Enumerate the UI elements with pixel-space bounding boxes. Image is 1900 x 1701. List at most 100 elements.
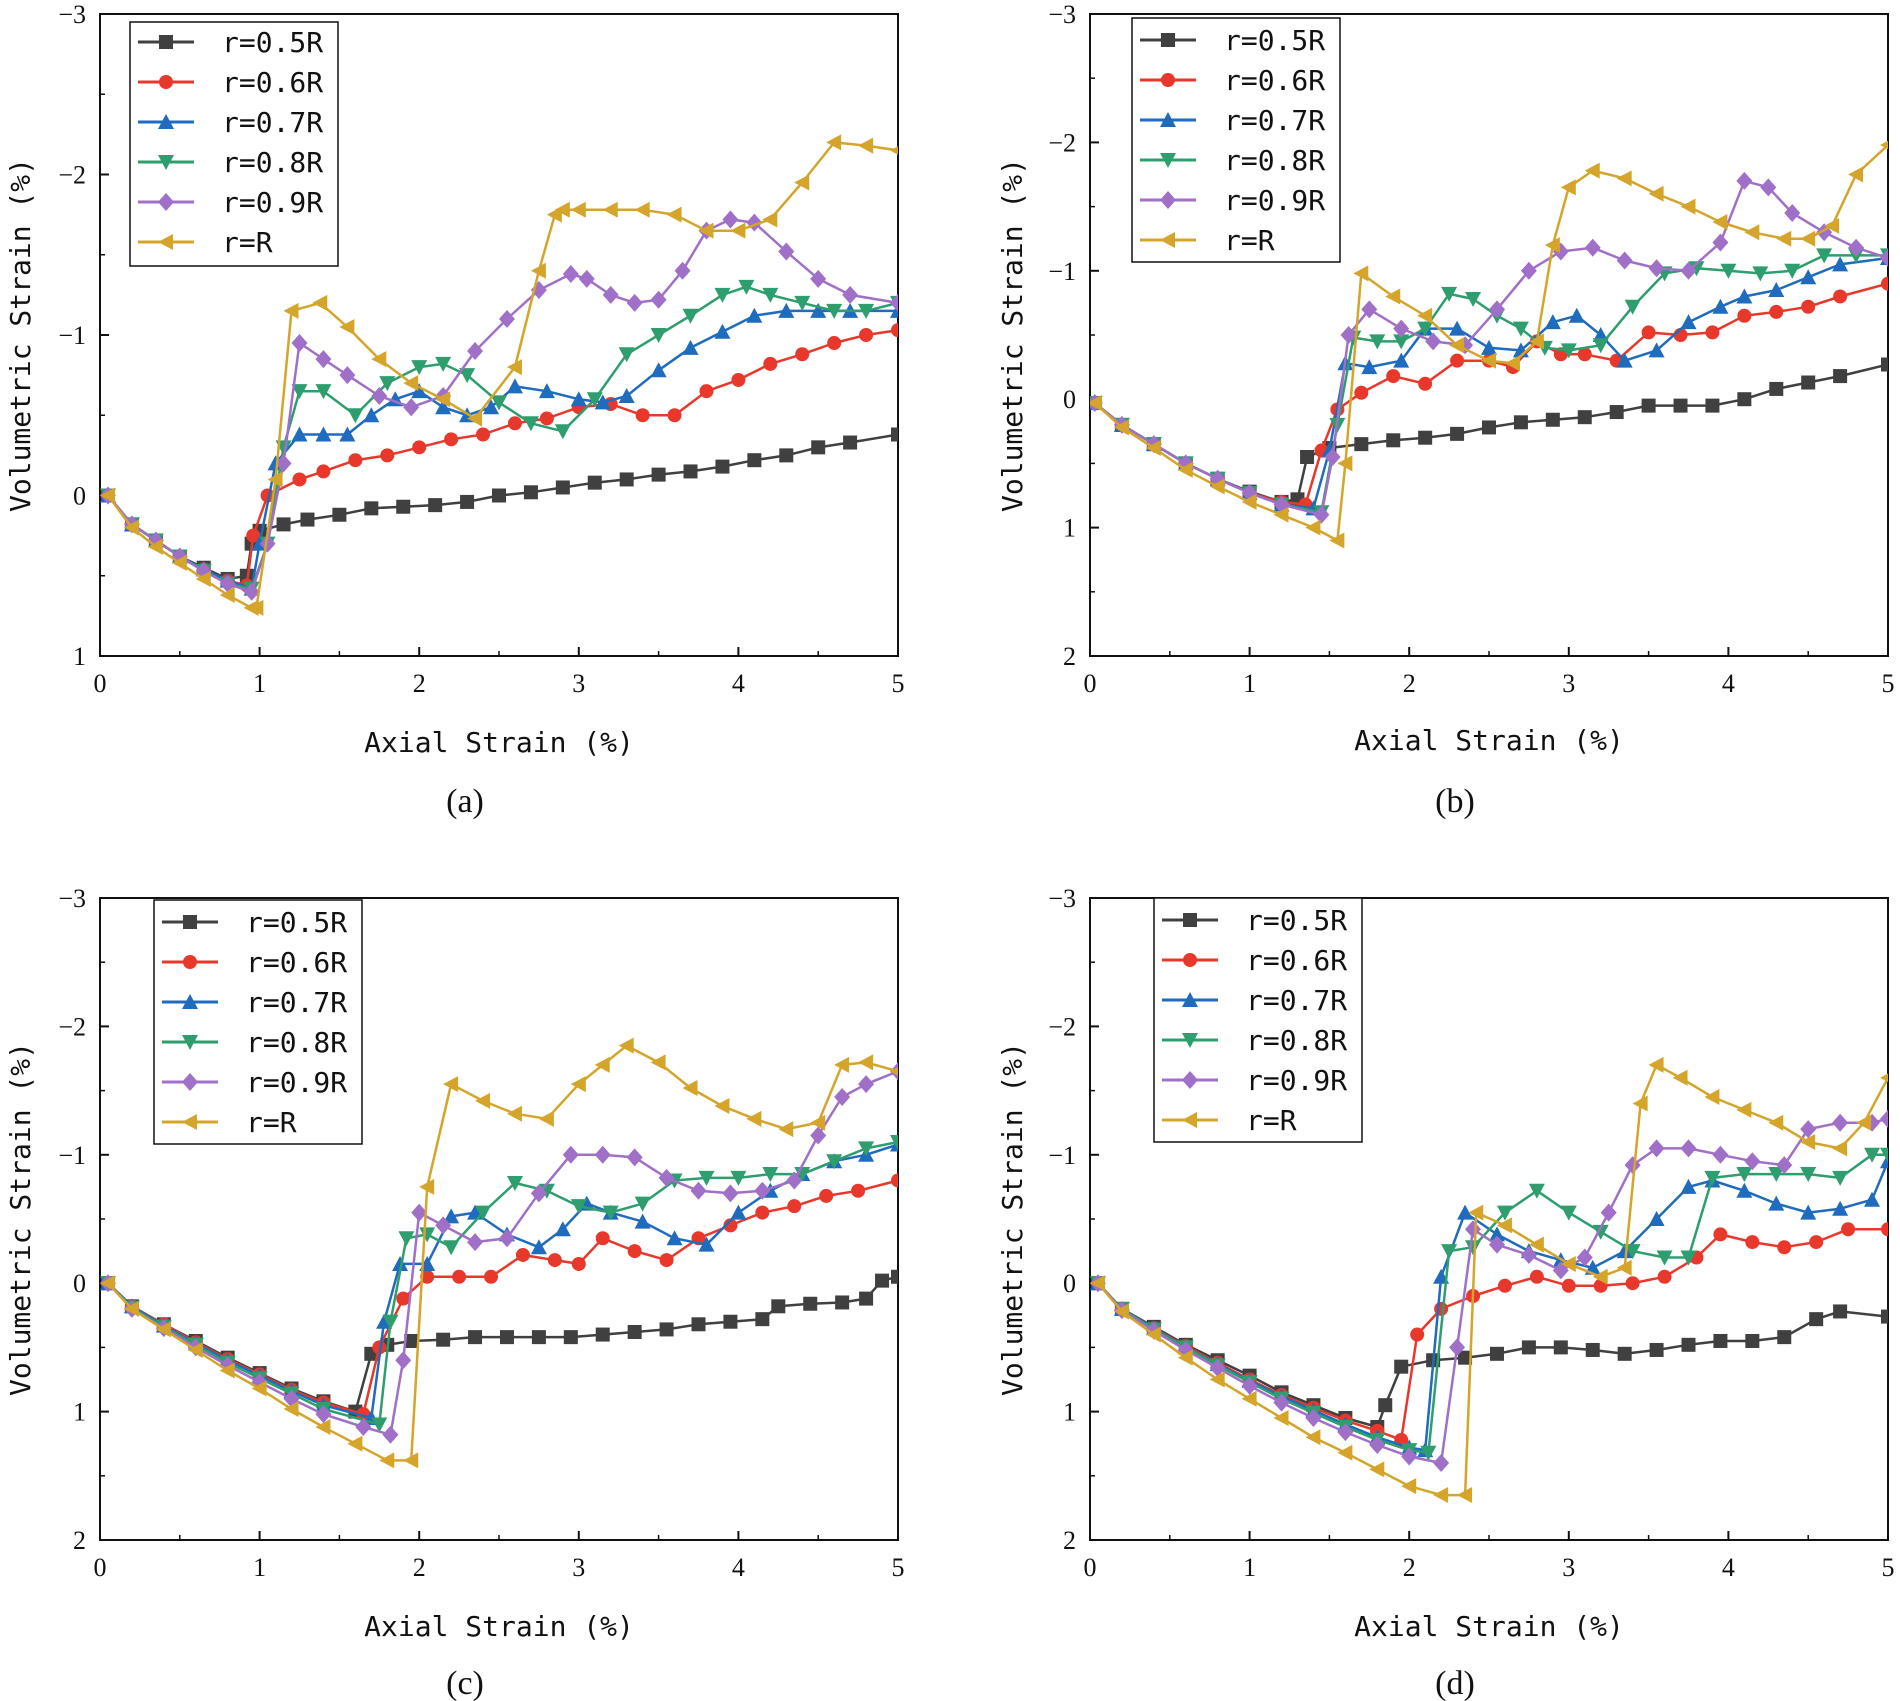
data-point [1592,327,1609,342]
panel-d: 0 1 2 3 4 5 2 1 0 −1 −2 −3 Axial Strain (%) Volumet… [996,884,1895,1701]
data-point [1592,338,1609,354]
data-point [891,1173,898,1188]
data-point [810,269,827,288]
legend-label: r=R [1246,1104,1297,1137]
data-point [100,487,115,504]
x-tick-label: 4 [1722,1553,1735,1582]
data-point [659,1322,674,1337]
data-point [522,416,539,432]
panel-label-b: (b) [1435,783,1475,820]
axes-b: 0 1 2 3 4 5 2 1 0 −1 −2 −3 [1048,0,1894,698]
data-point [730,1204,747,1220]
data-point [1241,493,1257,510]
data-point [539,411,554,426]
data-point [858,1141,875,1157]
x-tick-label: 3 [572,669,585,698]
legend-entry: r=0.6R [162,946,347,979]
x-tick-label: 5 [892,669,905,698]
data-point [682,308,699,324]
data-point [507,416,522,431]
data-point [730,1170,747,1186]
legend-label: r=R [246,1106,297,1139]
y-tick-label: −1 [1048,1141,1076,1170]
data-point [1393,352,1410,368]
data-point [371,1417,388,1433]
data-point [1273,506,1289,523]
data-point [492,488,506,503]
y-tick-label: −2 [1048,1012,1076,1041]
data-point [1864,1191,1881,1207]
y-tick-label: 2 [1063,1526,1076,1555]
y-tick-label: 1 [73,642,86,671]
data-point [1553,1340,1568,1355]
data-point [826,134,842,151]
data-point [570,391,587,407]
data-point [1361,300,1378,319]
y-tick-label: −1 [58,1141,86,1170]
legend-entry: r=R [1140,224,1275,257]
data-point [1113,419,1129,436]
data-point [811,440,826,455]
data-point [411,360,428,376]
legend-b: r=0.5R r=0.6R r=0.7R r=0.8R r=0.9R r=R [1131,17,1341,263]
data-point [1800,1133,1816,1150]
data-point [364,501,379,516]
data-point [1801,299,1816,314]
legend-marker-shape [1183,953,1197,967]
x-tick-label: 0 [1084,1553,1097,1582]
data-point [1648,259,1665,278]
data-point [650,328,667,343]
series-layer-c [100,1037,898,1469]
data-point [312,294,328,311]
data-point [1584,238,1601,257]
data-point [1353,265,1369,282]
data-point [1354,437,1369,452]
data-point [890,293,898,312]
data-point [347,1435,363,1452]
x-tick-label: 3 [572,1553,585,1582]
data-point [1528,1183,1545,1199]
legend-entry: r=0.9R [1162,1064,1347,1097]
x-tick-label: 4 [732,669,745,698]
data-point [1776,1156,1793,1175]
data-point [1832,256,1849,272]
data-point [428,498,443,513]
data-point [594,1056,610,1073]
data-point [1713,1227,1728,1242]
series-layer-a [100,134,898,616]
data-point [1632,1095,1648,1112]
data-point [762,287,779,303]
legend-marker [158,234,173,250]
data-point [1625,1276,1640,1291]
legend-entry: r=0.6R [1140,64,1325,97]
data-point [1881,357,1888,372]
series-line [1094,256,1888,510]
data-point [1624,299,1641,315]
data-point [650,1054,666,1071]
data-point [332,507,347,522]
data-point [554,201,570,218]
data-point [810,1126,827,1145]
data-point [403,1452,419,1469]
data-point [1816,248,1833,264]
data-point [627,1324,642,1339]
data-point [291,334,308,353]
data-point [1592,1224,1609,1240]
data-point [1496,1205,1513,1221]
data-point [1576,1248,1593,1267]
legend-label: r=0.5R [1246,904,1347,937]
data-point [1648,1211,1665,1226]
legend-marker-shape [158,114,174,129]
y-tick-label: −2 [1048,128,1076,157]
legend-box [1131,17,1341,263]
data-point [1394,1359,1409,1374]
data-point [1680,1250,1697,1266]
data-point [1401,1447,1418,1466]
data-point [1848,238,1865,257]
data-point [452,1269,467,1284]
data-point [419,1227,436,1243]
data-point [315,426,332,442]
panel-label-d: (d) [1435,1665,1475,1701]
series-r=0.7R [1090,1153,1888,1458]
y-tick-label: −3 [1048,884,1076,913]
